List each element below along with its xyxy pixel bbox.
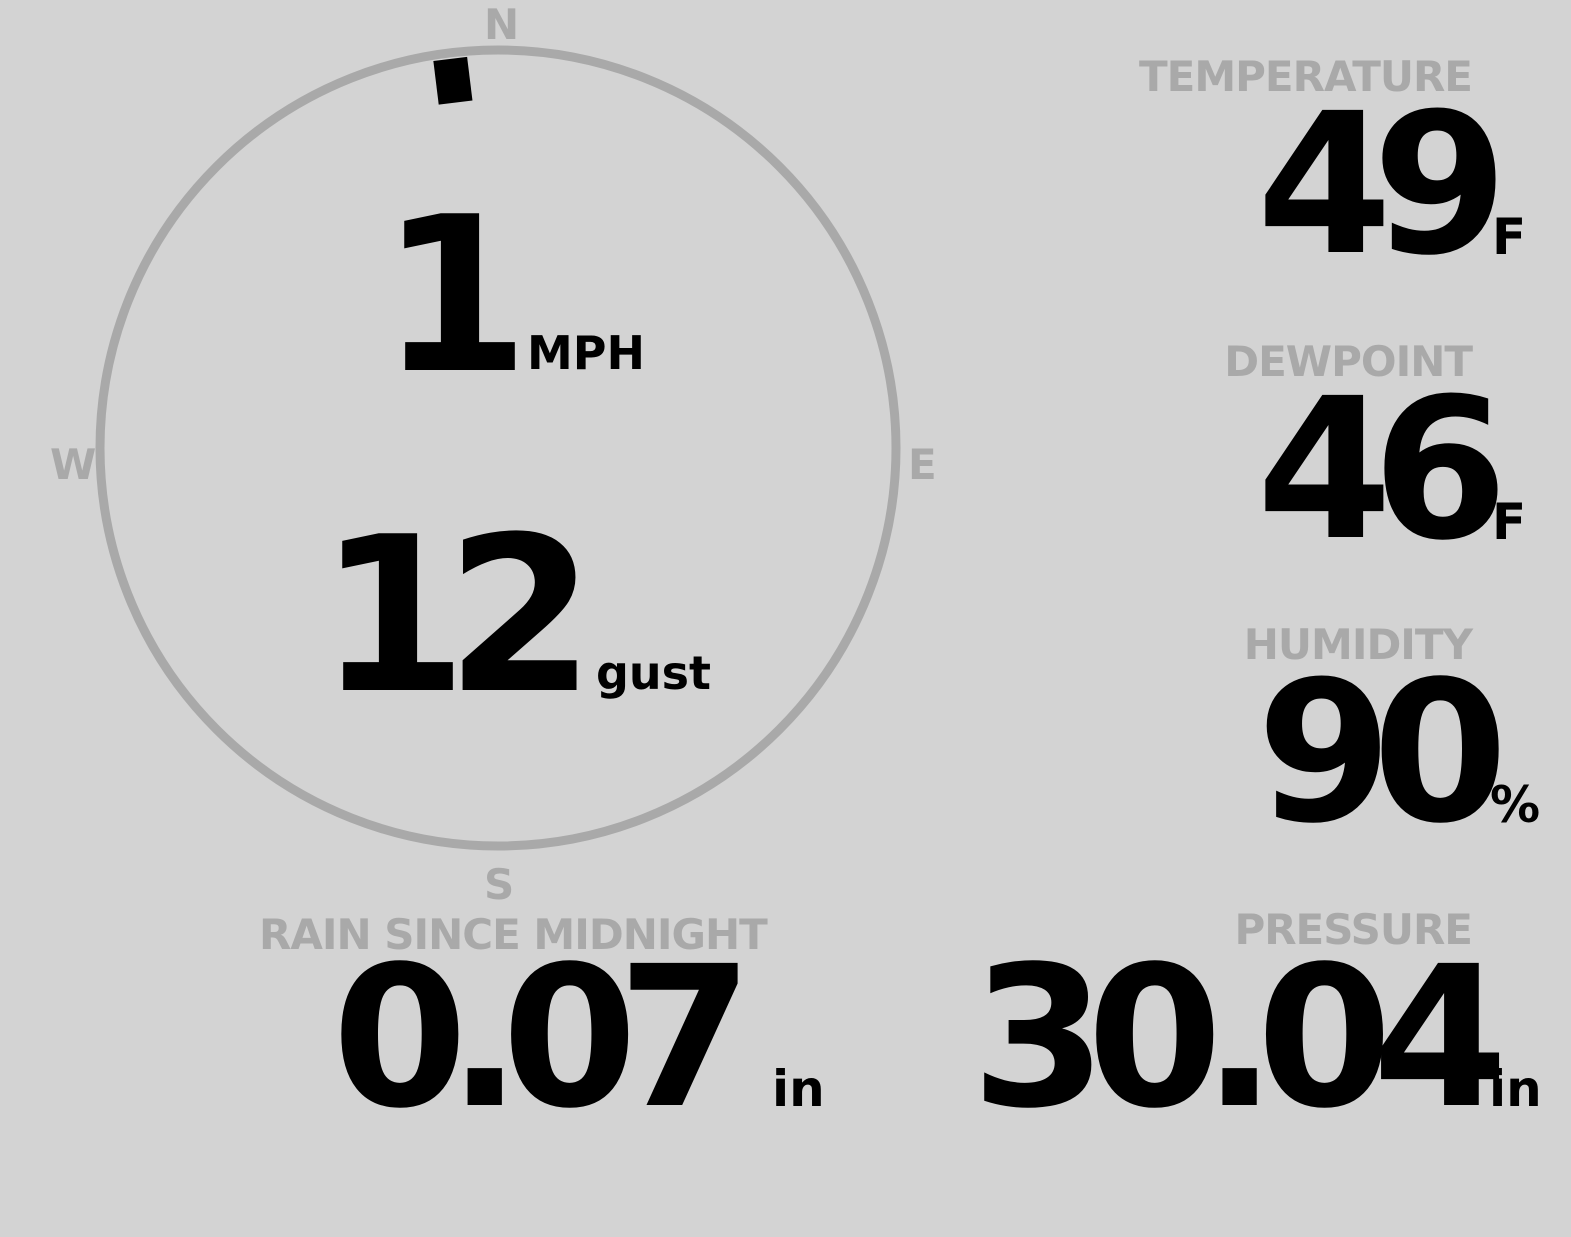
wind-gust-unit: gust	[596, 646, 712, 700]
pressure-value: 30.04	[971, 924, 1508, 1151]
dewpoint-label: DEWPOINT	[1224, 337, 1473, 386]
wind-gust-value: 12	[318, 490, 595, 741]
wind-speed-unit: MPH	[527, 326, 645, 380]
compass-north: N	[484, 0, 520, 49]
humidity-unit: %	[1490, 776, 1541, 834]
temperature-unit: F	[1492, 208, 1527, 266]
compass-east: E	[908, 440, 937, 489]
pressure-unit: in	[1489, 1060, 1542, 1118]
rain-label: RAIN SINCE MIDNIGHT	[259, 910, 768, 959]
dewpoint-value: 46	[1256, 356, 1508, 583]
pressure-label: PRESSURE	[1234, 905, 1473, 954]
compass-south: S	[484, 860, 515, 909]
compass-west: W	[50, 440, 97, 489]
dewpoint-unit: F	[1492, 493, 1527, 551]
temperature-label: TEMPERATURE	[1139, 52, 1473, 101]
humidity-value: 90	[1256, 639, 1508, 866]
humidity-label: HUMIDITY	[1243, 620, 1473, 669]
wind-speed-value: 1	[380, 170, 530, 421]
wind-direction-indicator	[433, 56, 473, 105]
rain-value: 0.07	[332, 924, 753, 1151]
compass-ring	[95, 45, 901, 851]
temperature-value: 49	[1256, 71, 1508, 298]
rain-unit: in	[772, 1060, 825, 1118]
